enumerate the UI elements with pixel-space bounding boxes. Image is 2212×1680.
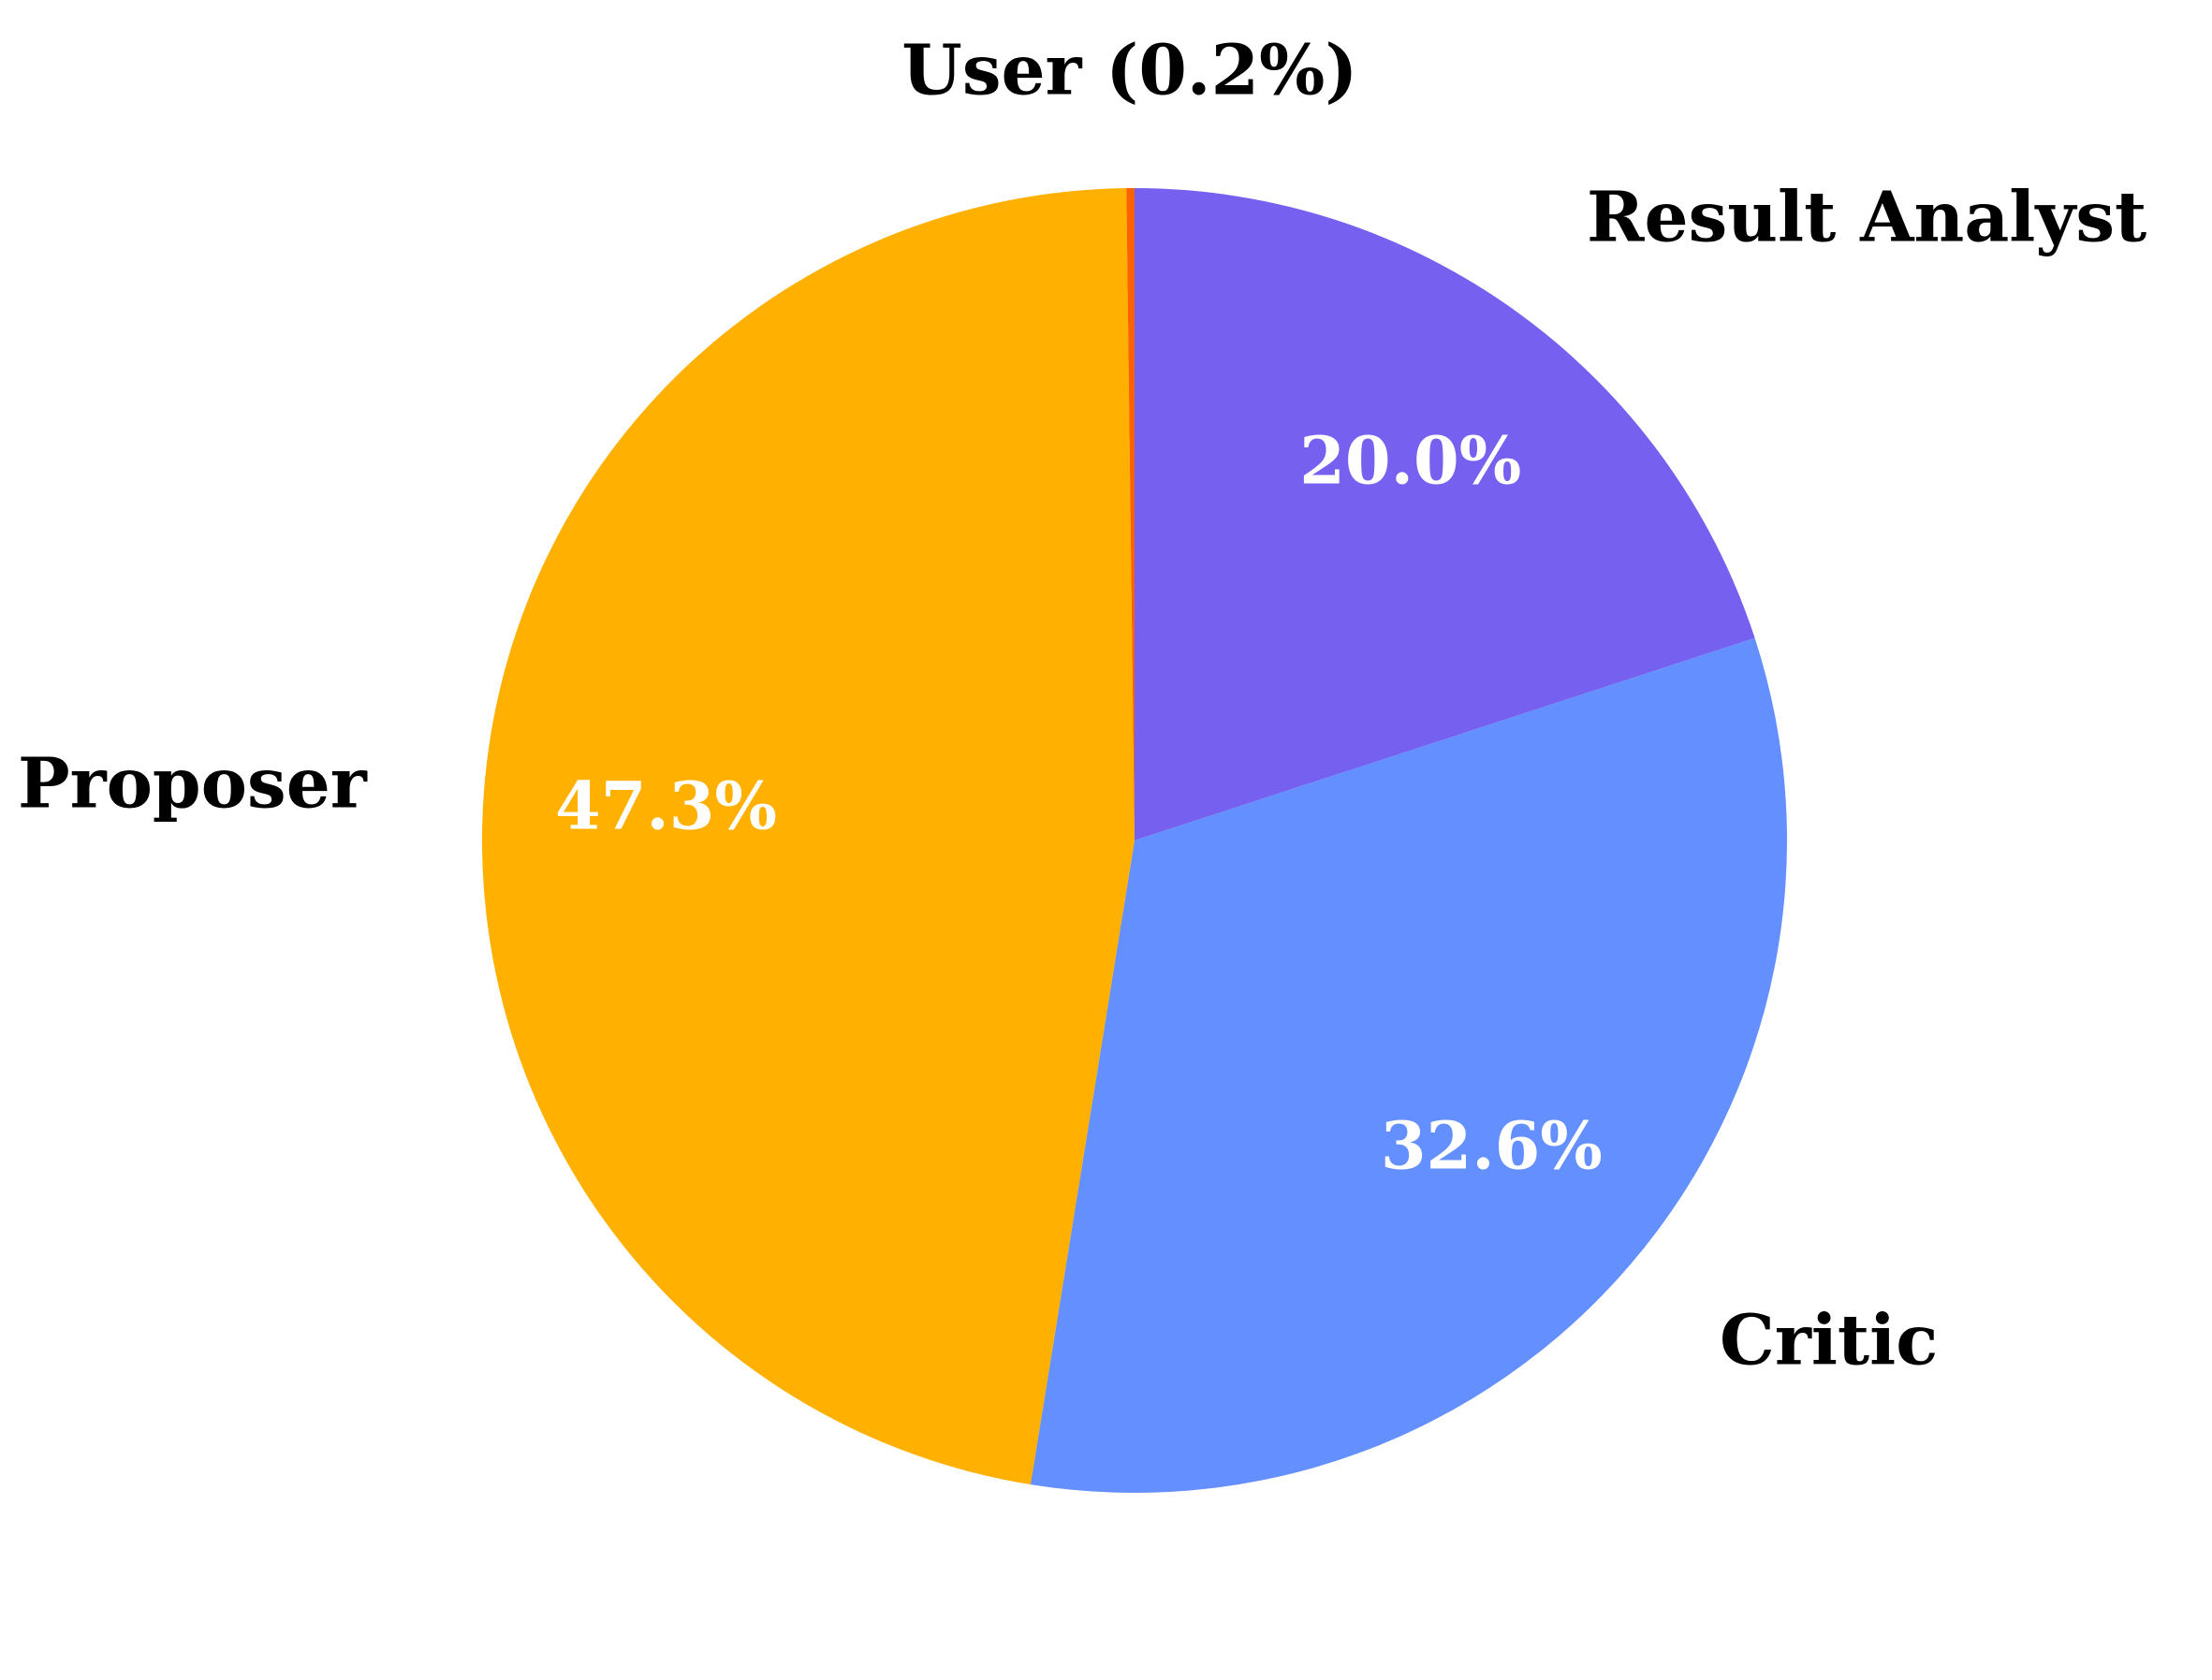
pie-slices (482, 188, 1788, 1493)
pie-labels: Result Analyst 20.0% Critic 32.6% Proposer 47… (18, 31, 2146, 1381)
slice-percent-critic: 32.6% (1381, 1107, 1603, 1185)
pie-slice-critic (1030, 637, 1788, 1493)
slice-percent-result-analyst: 20.0% (1299, 421, 1521, 499)
slice-label-result-analyst: Result Analyst (1587, 177, 2146, 257)
slice-label-critic: Critic (1720, 1301, 1938, 1381)
slice-label-user: User (0.2%) (901, 31, 1357, 111)
pie-slice-proposer (482, 188, 1135, 1485)
pie-slice-user (1126, 188, 1135, 840)
slice-percent-proposer: 47.3% (555, 767, 777, 845)
slice-label-proposer: Proposer (18, 743, 368, 824)
pie-slice-result-analyst (1135, 188, 1755, 840)
